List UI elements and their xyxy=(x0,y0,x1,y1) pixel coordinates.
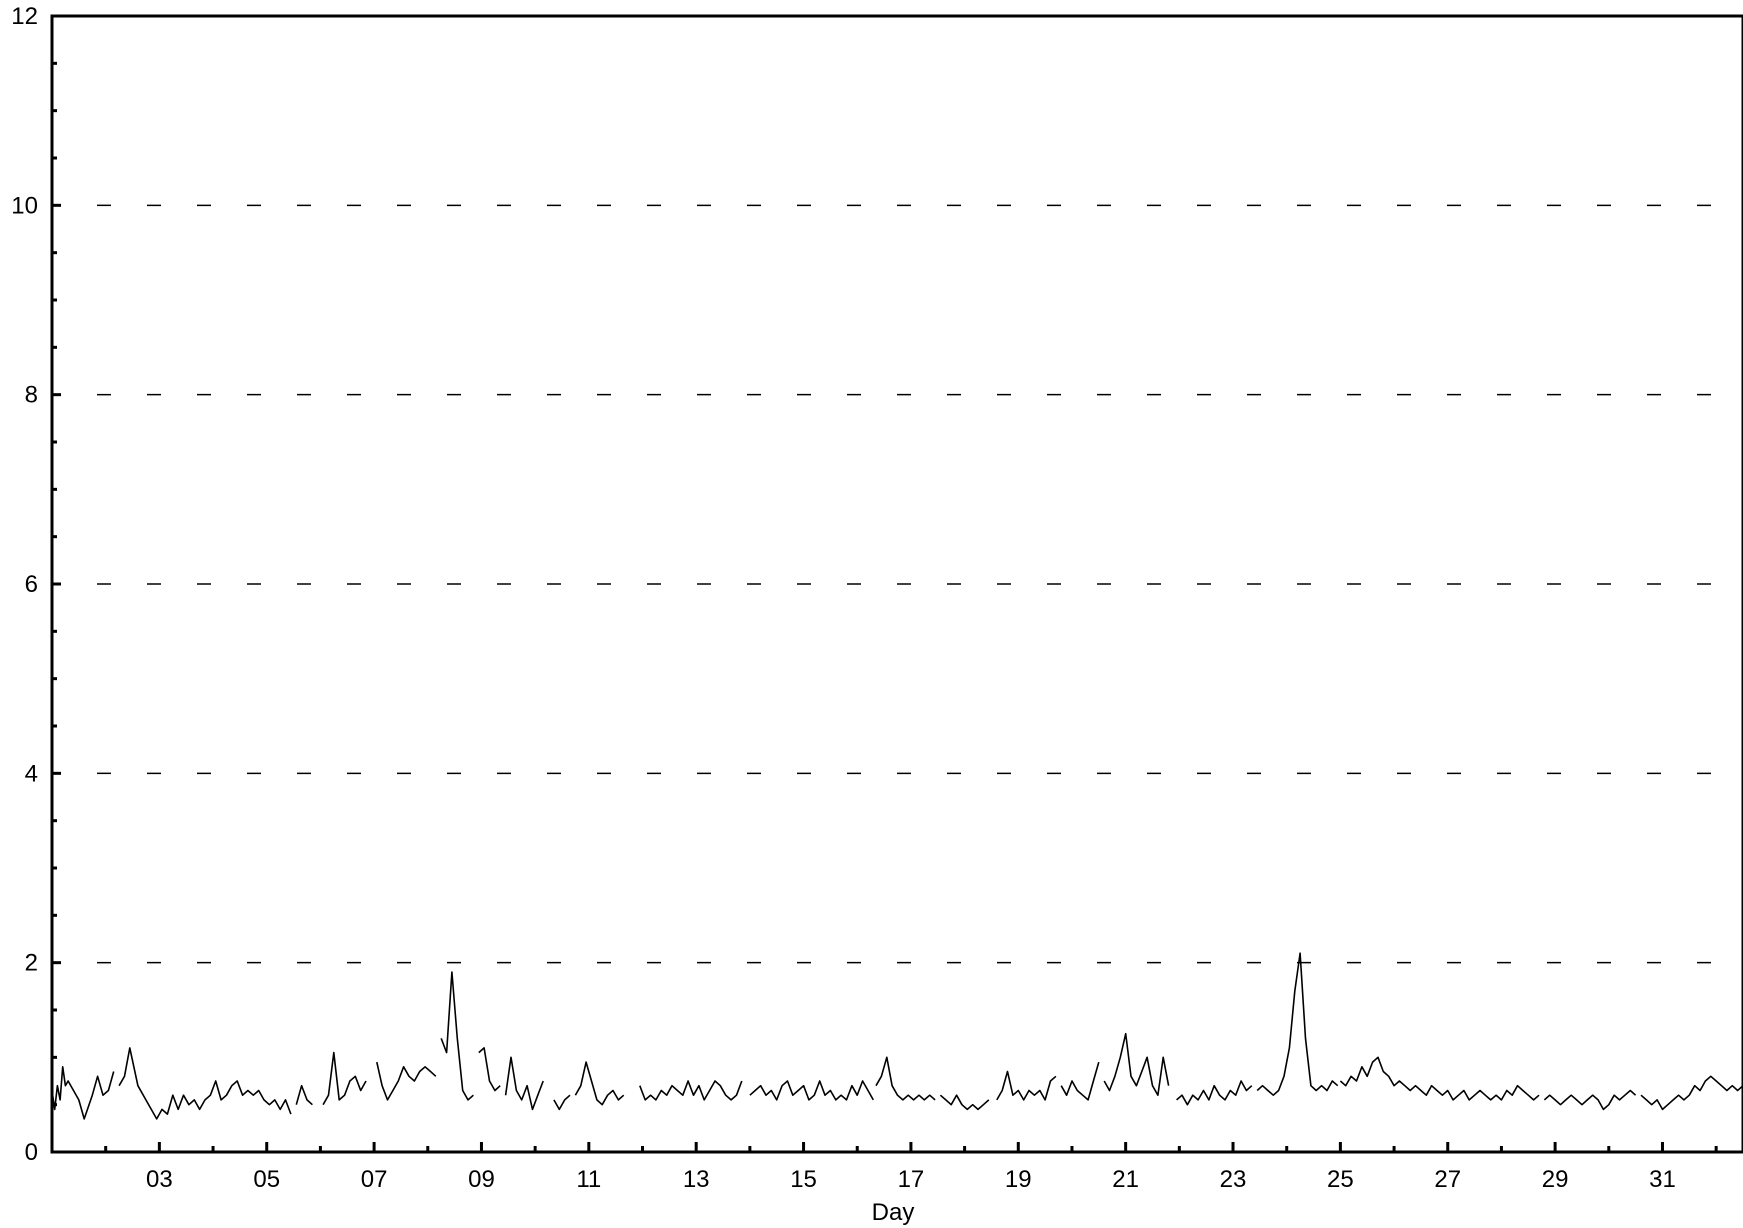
x-tick-label: 21 xyxy=(1112,1166,1139,1193)
series-segment xyxy=(1339,1056,1540,1101)
x-tick-label: 09 xyxy=(468,1166,495,1193)
x-axis-ticks: 03 05 07 09 11 13 15 17 19 21 23 25 27 29 31 xyxy=(104,1142,1718,1193)
series-segment xyxy=(322,1051,367,1106)
y-tick-label: 10 xyxy=(11,192,38,219)
x-tick-label: 23 xyxy=(1220,1166,1247,1193)
series-segment xyxy=(1256,952,1339,1096)
series-segment xyxy=(639,1080,743,1101)
y-axis-ticks: 0 2 4 6 8 10 12 xyxy=(11,3,61,1166)
series-lines xyxy=(51,952,1743,1120)
series-segment xyxy=(51,1066,115,1120)
y-tick-label: 0 xyxy=(25,1139,38,1166)
x-axis-title: Day xyxy=(872,1199,915,1226)
x-tick-label: 29 xyxy=(1542,1166,1569,1193)
x-tick-label: 19 xyxy=(1005,1166,1032,1193)
y-tick-label: 6 xyxy=(25,571,38,598)
series-segment xyxy=(553,1094,571,1111)
x-tick-label: 05 xyxy=(253,1166,280,1193)
series-segment xyxy=(376,1061,437,1101)
x-tick-label: 13 xyxy=(683,1166,710,1193)
series-segment xyxy=(1176,1080,1253,1106)
y-tick-label: 12 xyxy=(11,3,38,30)
x-tick-label: 03 xyxy=(146,1166,173,1193)
x-tick-label: 25 xyxy=(1327,1166,1354,1193)
series-segment xyxy=(1103,1032,1170,1096)
series-segment xyxy=(478,1047,501,1092)
x-tick-label: 11 xyxy=(576,1166,601,1193)
series-segment xyxy=(440,971,474,1101)
y-tick-label: 4 xyxy=(25,760,38,787)
series-segment xyxy=(1640,1075,1743,1111)
x-tick-label: 15 xyxy=(790,1166,817,1193)
series-segment xyxy=(1543,1089,1637,1111)
x-tick-label: 27 xyxy=(1434,1166,1461,1193)
series-segment xyxy=(749,1080,874,1101)
series-segment xyxy=(1060,1061,1100,1101)
y-tick-label: 8 xyxy=(25,382,38,409)
series-segment xyxy=(295,1084,313,1106)
series-segment xyxy=(875,1056,936,1101)
x-tick-label: 17 xyxy=(898,1166,925,1193)
x-tick-label: 31 xyxy=(1649,1166,1676,1193)
series-segment xyxy=(939,1094,990,1111)
y-tick-label: 2 xyxy=(25,950,38,977)
x-tick-label: 07 xyxy=(361,1166,388,1193)
series-segment xyxy=(118,1047,292,1120)
series-segment xyxy=(504,1056,544,1111)
series-segment xyxy=(574,1061,625,1106)
series-segment xyxy=(996,1070,1057,1101)
